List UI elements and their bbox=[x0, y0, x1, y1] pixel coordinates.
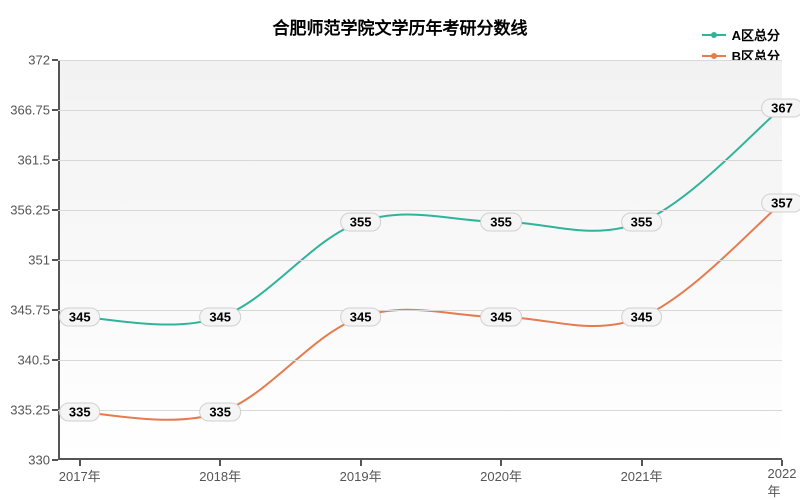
data-label: 355 bbox=[621, 212, 663, 231]
data-label: 345 bbox=[480, 308, 522, 327]
data-label: 345 bbox=[59, 308, 101, 327]
series-line bbox=[80, 108, 782, 325]
data-label: 345 bbox=[340, 308, 382, 327]
y-axis-label: 356.25 bbox=[10, 203, 58, 218]
series-line bbox=[80, 203, 782, 420]
x-axis-label: 2022年 bbox=[768, 460, 797, 500]
data-label: 367 bbox=[761, 98, 800, 117]
data-label: 335 bbox=[59, 403, 101, 422]
data-label: 335 bbox=[199, 403, 241, 422]
chart-container: 合肥师范学院文学历年考研分数线 A区总分 B区总分 330335.25340.5… bbox=[0, 0, 800, 500]
data-label: 355 bbox=[340, 212, 382, 231]
data-label: 345 bbox=[199, 308, 241, 327]
plot-area: 330335.25340.5345.75351356.25361.5366.75… bbox=[58, 60, 782, 460]
legend-swatch-b bbox=[702, 55, 726, 57]
chart-title: 合肥师范学院文学历年考研分数线 bbox=[0, 14, 800, 39]
data-label: 345 bbox=[621, 308, 663, 327]
data-label: 355 bbox=[480, 212, 522, 231]
y-axis-label: 345.75 bbox=[10, 303, 58, 318]
y-axis-label: 335.25 bbox=[10, 403, 58, 418]
legend-swatch-a bbox=[702, 34, 726, 36]
legend-item-a: A区总分 bbox=[702, 25, 780, 44]
data-label: 357 bbox=[761, 193, 800, 212]
y-axis-label: 366.75 bbox=[10, 103, 58, 118]
legend-label-a: A区总分 bbox=[732, 25, 780, 44]
